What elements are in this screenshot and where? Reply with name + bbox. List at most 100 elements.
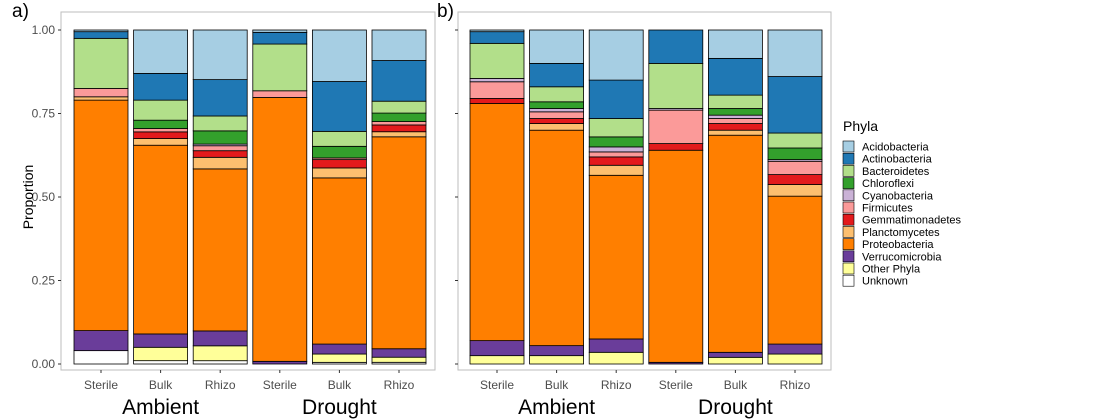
bar-rhizo-drought [767, 29, 823, 365]
segment-unknown [192, 360, 248, 365]
legend-swatch [842, 274, 855, 287]
bar-sterile-ambient [469, 29, 525, 365]
legend-item-verrucomicrobia: Verrucomicrobia [842, 250, 942, 263]
segment-other-phyla [133, 346, 189, 362]
legend-swatch [842, 152, 855, 165]
segment-chloroflexi [192, 130, 248, 145]
bar-sterile-ambient [73, 29, 129, 365]
segment-firmicutes [708, 118, 763, 124]
legend-label: Other Phyla [862, 264, 921, 276]
legend-label: Proteobacteria [862, 239, 934, 251]
segment-other-phyla [708, 356, 763, 365]
legend-swatch [842, 140, 855, 153]
segment-cyanobacteria [588, 146, 644, 153]
panel-label: a) [12, 1, 29, 22]
legend-item-proteobacteria: Proteobacteria [842, 238, 934, 251]
segment-acidobacteria [371, 29, 427, 61]
segment-other-phyla [588, 351, 644, 365]
legend-item-other-phyla: Other Phyla [842, 262, 921, 276]
segment-planctomycetes [192, 156, 248, 170]
segment-firmicutes [469, 81, 525, 99]
segment-chloroflexi [371, 112, 427, 122]
legend-label: Gemmatimonadetes [862, 215, 962, 227]
segment-acidobacteria [708, 29, 763, 59]
segment-cyanobacteria [469, 78, 525, 83]
panel-a: a) 0.00 0.25 0.50 0.75 1.00 Proportion Sterile B… [12, 1, 436, 419]
legend-item-cyanobacteria: Cyanobacteria [842, 189, 934, 202]
bar-rhizo-ambient [588, 29, 644, 365]
segment-gemmatimonadetes [311, 159, 367, 169]
bar-sterile-drought [648, 29, 704, 365]
segment-acidobacteria [469, 29, 525, 33]
segment-gemmatimonadetes [469, 98, 525, 104]
legend-item-unknown: Unknown [842, 274, 908, 288]
legend-swatch [842, 213, 855, 226]
legend-swatch [842, 238, 855, 250]
segment-acidobacteria [529, 29, 584, 64]
legend-swatch [842, 201, 855, 214]
segment-proteobacteria [767, 195, 823, 345]
segment-proteobacteria [648, 149, 704, 363]
segment-chloroflexi [767, 147, 823, 161]
segment-planctomycetes [371, 131, 427, 138]
bar-sterile-drought [252, 29, 308, 365]
segment-actinobacteria [767, 76, 823, 134]
legend-label: Actinobacteria [862, 154, 933, 166]
y-tick-label: 0.75 [32, 107, 56, 121]
segment-gemmatimonadetes [133, 131, 189, 139]
segment-bacteroidetes [708, 94, 763, 109]
legend-item-firmicutes: Firmicutes [842, 201, 913, 215]
segment-verrucomicrobia [708, 351, 763, 358]
legend-swatch [842, 165, 855, 177]
legend-title: Phyla [843, 118, 878, 134]
x-tick-label: Bulk [724, 378, 748, 392]
y-axis-label: Proportion [20, 165, 36, 230]
legend-label: Verrucomicrobia [862, 251, 942, 263]
segment-planctomycetes [767, 184, 823, 197]
segment-chloroflexi [529, 101, 584, 109]
segment-other-phyla [767, 353, 823, 365]
bar-bulk-drought [708, 29, 763, 365]
segment-planctomycetes [133, 138, 189, 146]
segment-bacteroidetes [529, 86, 584, 103]
x-tick-label: Bulk [545, 378, 569, 392]
segment-cyanobacteria [708, 114, 763, 119]
segment-bacteroidetes [73, 37, 129, 89]
x-tick-label: Rhizo [780, 378, 811, 392]
segment-chloroflexi [133, 119, 189, 129]
segment-firmicutes [529, 111, 584, 119]
segment-verrucomicrobia [73, 330, 129, 352]
segment-unknown [73, 350, 129, 365]
segment-acidobacteria [588, 29, 644, 81]
segment-gemmatimonadetes [371, 124, 427, 133]
legend-label: Firmicutes [862, 203, 913, 215]
segment-actinobacteria [469, 31, 525, 44]
segment-verrucomicrobia [469, 340, 525, 357]
y-tick-label: 1.00 [32, 23, 56, 37]
segment-firmicutes [192, 145, 248, 152]
segment-acidobacteria [311, 29, 367, 82]
segment-cyanobacteria [529, 108, 584, 113]
y-tick-label: 0.25 [32, 274, 56, 288]
legend-item-acidobacteria: Acidobacteria [842, 140, 930, 154]
segment-verrucomicrobia [529, 345, 584, 357]
segment-actinobacteria [311, 81, 367, 132]
legend-item-gemmatimonadetes: Gemmatimonadetes [842, 213, 962, 227]
legend-label: Planctomycetes [862, 227, 940, 239]
panel-b: b) Sterile Bulk Rhizo Sterile Bulk Rhizo Ambien… [437, 1, 832, 419]
segment-actinobacteria [708, 57, 763, 96]
segment-planctomycetes [588, 164, 644, 176]
segment-proteobacteria [708, 134, 763, 353]
segment-chloroflexi [311, 145, 367, 159]
legend: Phyla AcidobacteriaActinobacteriaBactero… [842, 118, 962, 288]
y-tick-label: 0.00 [32, 357, 56, 371]
segment-verrucomicrobia [311, 343, 367, 355]
segment-chloroflexi [708, 108, 763, 116]
segment-other-phyla [469, 355, 525, 365]
bar-bulk-drought [311, 29, 367, 365]
segment-other-phyla [311, 353, 367, 363]
segment-bacteroidetes [648, 63, 704, 109]
segment-bacteroidetes [371, 100, 427, 114]
bar-rhizo-drought [371, 29, 427, 365]
segment-planctomycetes [708, 129, 763, 136]
